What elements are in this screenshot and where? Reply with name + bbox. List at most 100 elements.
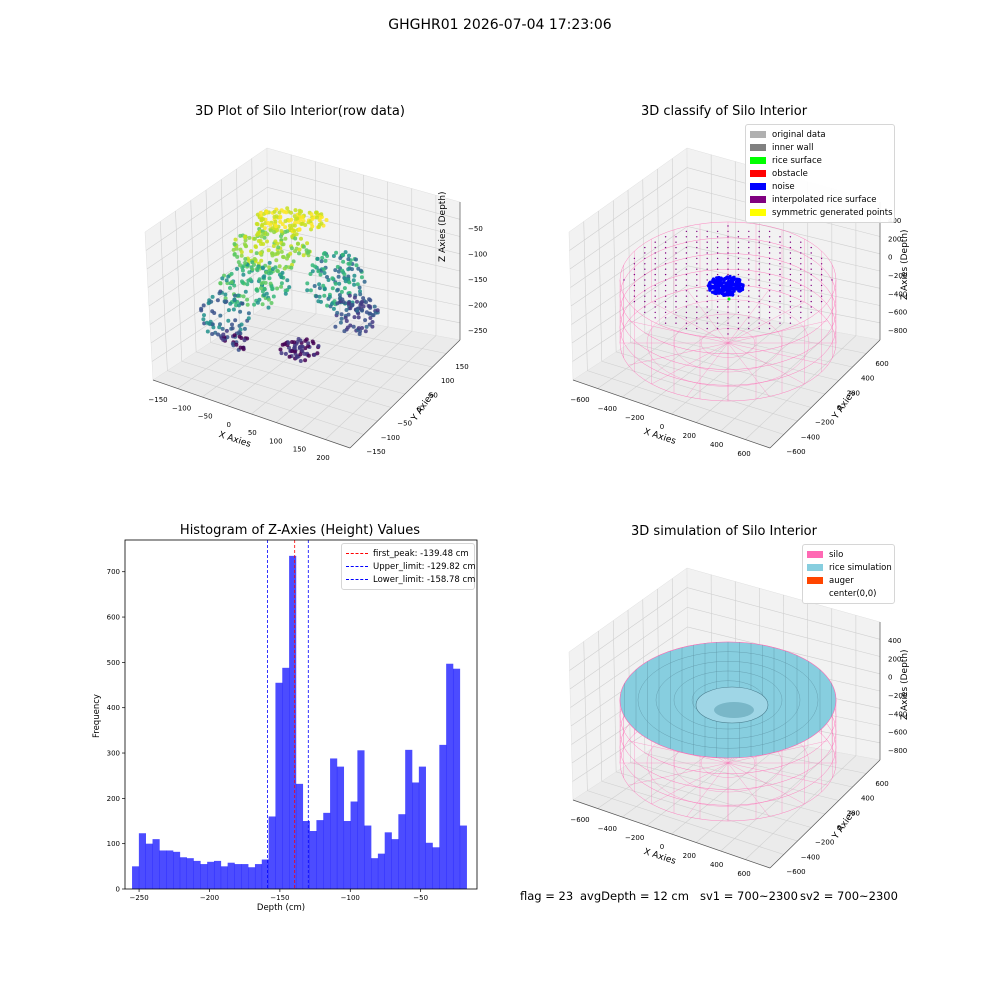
- y-tick-label: 0: [116, 886, 120, 894]
- interpolated-point: [664, 322, 667, 324]
- interpolated-point: [675, 268, 677, 270]
- scatter-point: [260, 265, 265, 270]
- scatter-point: [309, 212, 314, 217]
- undefined-tick-label: −150: [468, 276, 487, 284]
- interpolated-point: [675, 311, 677, 314]
- legend-label: inner wall: [772, 142, 814, 153]
- scatter-point: [269, 284, 274, 289]
- grid-line: [572, 285, 881, 362]
- histogram-bar: [398, 814, 406, 889]
- histogram-bar: [357, 750, 365, 889]
- interpolated-point: [779, 252, 781, 254]
- interpolated-point: [727, 317, 729, 319]
- grid-line: [671, 158, 674, 315]
- interpolated-point: [748, 230, 750, 233]
- scatter-point: [250, 267, 255, 272]
- scatter-point: [316, 225, 321, 229]
- interpolated-point: [789, 290, 792, 292]
- scatter-point: [242, 326, 247, 331]
- scatter-point: [352, 315, 357, 320]
- interpolated-point: [737, 230, 740, 233]
- interpolated-point: [800, 284, 802, 287]
- scatter-point: [243, 289, 248, 294]
- grid-line: [720, 751, 833, 852]
- scatter-point: [356, 326, 361, 331]
- scatter-point: [330, 286, 335, 291]
- interpolated-point: [644, 295, 646, 297]
- scatter-point: [278, 219, 283, 224]
- scatter-point: [342, 286, 347, 291]
- undefined-tick-label: −600: [786, 448, 805, 456]
- scatter-point: [266, 297, 271, 302]
- legend-swatch: [750, 144, 766, 151]
- interpolated-point: [820, 295, 823, 297]
- legend-swatch: [750, 131, 766, 138]
- scatter-point: [274, 214, 279, 219]
- scatter-point: [355, 282, 360, 287]
- undefined-tick-label: 200: [316, 454, 329, 462]
- histogram-bar: [439, 744, 447, 889]
- grid-line: [253, 314, 447, 354]
- histogram-bar: [330, 758, 338, 889]
- scatter-point: [375, 308, 380, 313]
- noise-point: [719, 276, 723, 280]
- interpolated-point: [716, 306, 719, 308]
- scatter-point: [287, 354, 292, 359]
- noise-point: [726, 282, 730, 286]
- scatter-point: [274, 224, 278, 229]
- scatter-point: [240, 280, 245, 285]
- interpolated-point: [820, 300, 823, 303]
- scatter-point: [266, 221, 271, 225]
- undefined-tick-label: −200: [888, 692, 907, 700]
- simulation-silo-wireframe: [619, 641, 837, 822]
- scatter-point: [367, 304, 372, 309]
- scatter-point: [308, 272, 313, 276]
- scatter-point: [372, 304, 377, 309]
- interpolated-point: [706, 327, 708, 330]
- interpolated-point: [685, 236, 688, 238]
- noise-point: [708, 288, 712, 292]
- undefined-tick-label: 50: [429, 391, 438, 399]
- interpolated-point: [748, 300, 750, 303]
- undefined-tick-label: −200: [815, 419, 834, 427]
- interpolated-point: [768, 300, 771, 303]
- scatter-point: [232, 252, 237, 257]
- interpolated-point: [737, 317, 740, 319]
- noise-point: [707, 284, 711, 288]
- interpolated-point: [727, 241, 729, 243]
- scatter-point: [301, 244, 306, 249]
- undefined-tick-label: −400: [598, 405, 617, 413]
- interpolated-point: [748, 241, 750, 243]
- scatter-point: [283, 351, 288, 356]
- legend-item-obstacle: obstacle: [750, 167, 890, 180]
- y-tick-label: 500: [107, 659, 120, 667]
- legend-label: first_peak: -139.48 cm: [373, 548, 469, 559]
- interpolated-point: [768, 246, 771, 249]
- legend-swatch: [807, 551, 823, 558]
- interpolated-point: [800, 295, 802, 297]
- legend-swatch: [750, 170, 766, 177]
- legend-label: symmetric generated points: [772, 207, 893, 218]
- scatter-point: [340, 297, 345, 302]
- histogram-bar: [391, 839, 399, 889]
- scatter-point: [222, 299, 227, 304]
- undefined-tick-label: 200: [888, 655, 901, 663]
- interpolated-point: [644, 252, 646, 254]
- interpolated-point: [696, 306, 698, 308]
- scatter-point: [336, 269, 341, 274]
- interpolated-point: [696, 317, 698, 319]
- interpolated-point: [654, 295, 656, 297]
- interpolated-point: [748, 306, 750, 308]
- scatter-point: [261, 275, 266, 280]
- interpolated-point: [779, 300, 781, 303]
- scatter-point: [321, 283, 326, 288]
- interpolated-point: [706, 300, 708, 303]
- undefined-tick-label: 0: [837, 404, 841, 412]
- scatter-point: [267, 265, 272, 270]
- scatter-point: [312, 284, 317, 288]
- interpolated-point: [748, 311, 750, 314]
- legend-swatch: [750, 157, 766, 164]
- undefined-tick-label: 200: [888, 235, 901, 243]
- scatter-point: [347, 300, 351, 305]
- scatter-point: [364, 324, 369, 329]
